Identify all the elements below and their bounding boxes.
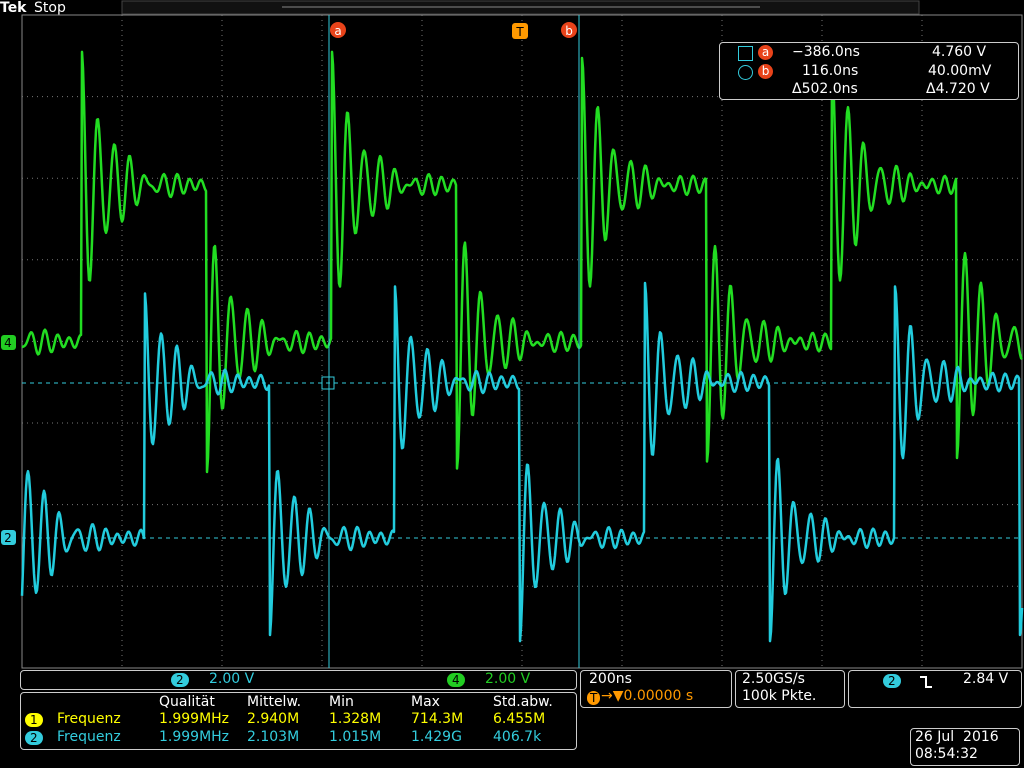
measurements: Qualität Mittelw. Min Max Std.abw. 1 Freq…: [20, 692, 577, 750]
ch2-marker: 2: [4, 531, 12, 545]
ch2-badge: 2: [171, 673, 189, 687]
waveform: [21, 50, 1023, 474]
cursor-readout: a −386.0ns 4.760 V b 116.0ns 40.00mV Δ50…: [719, 42, 1019, 100]
cursor-b-time: 116.0ns: [802, 63, 859, 79]
sample-rate: 2.50GS/s: [742, 671, 805, 687]
record-length: 100k Pkte.: [742, 688, 817, 704]
status: Stop: [34, 0, 66, 16]
measurement-cell: 714.3M: [411, 711, 464, 727]
ch2-scale: 2.00 V: [209, 671, 255, 687]
cursor-b-value: 40.00mV: [928, 63, 992, 79]
time: 08:54:32: [915, 746, 978, 762]
trigger-position: →▼0.00000 s: [601, 688, 694, 704]
cursor-a-label: a: [758, 45, 773, 60]
meas-header: Mittelw.: [247, 694, 302, 710]
channel-badge: 2: [25, 731, 43, 745]
measurement-cell: 2.940M: [247, 711, 300, 727]
measurement-cell: 1.999MHz: [159, 729, 230, 745]
measurement-cell: 1.328M: [329, 711, 382, 727]
measurement-cell: 1.429G: [411, 729, 462, 745]
cursor-a-time: −386.0ns: [792, 44, 860, 60]
timebase-scale: 200ns: [589, 671, 632, 687]
date: 26 Jul 2016: [915, 729, 999, 745]
trigger-channel: 2: [883, 674, 901, 688]
measurement-cell: 1.015M: [329, 729, 382, 745]
meas-header: Min: [329, 694, 354, 710]
trigger-level: 2.84 V: [963, 671, 1009, 687]
trigger-badge: T: [587, 691, 601, 705]
cursor-b-label: b: [758, 64, 773, 79]
meas-header: Max: [411, 694, 440, 710]
waveform: [20, 281, 1024, 643]
cursor-b-marker: b: [565, 24, 573, 38]
measurement-cell: 6.455M: [493, 711, 546, 727]
graticule: a b T 4 2: [1, 0, 1024, 669]
delta-value: Δ4.720 V: [926, 81, 990, 97]
channel-scales: 2 2.00 V 4 2.00 V: [20, 670, 577, 690]
channel-badge: 1: [25, 713, 43, 727]
falling-edge-icon: [920, 676, 932, 688]
timebase: 200ns T →▼0.00000 s: [580, 670, 732, 708]
cursor-a-marker: a: [334, 24, 341, 38]
delta-time: Δ502.0ns: [792, 81, 858, 97]
ch4-scale: 2.00 V: [485, 671, 531, 687]
ch4-badge: 4: [447, 673, 465, 687]
meas-header: Std.abw.: [493, 694, 553, 710]
measurement-cell: Frequenz: [57, 711, 121, 727]
meas-header: Qualität: [159, 694, 215, 710]
measurement-cell: 406.7k: [493, 729, 542, 745]
ch4-marker: 4: [4, 336, 12, 350]
measurement-cell: Frequenz: [57, 729, 121, 745]
trigger-marker: T: [515, 25, 524, 39]
datetime: 26 Jul 2016 08:54:32: [910, 728, 1020, 766]
brand: Tek: [0, 0, 27, 16]
measurement-cell: 1.999MHz: [159, 711, 230, 727]
acquisition: 2.50GS/s 100k Pkte.: [735, 670, 845, 708]
trigger-info: 2 2.84 V: [848, 670, 1022, 708]
measurement-cell: 2.103M: [247, 729, 300, 745]
cursor-a-value: 4.760 V: [932, 44, 987, 60]
